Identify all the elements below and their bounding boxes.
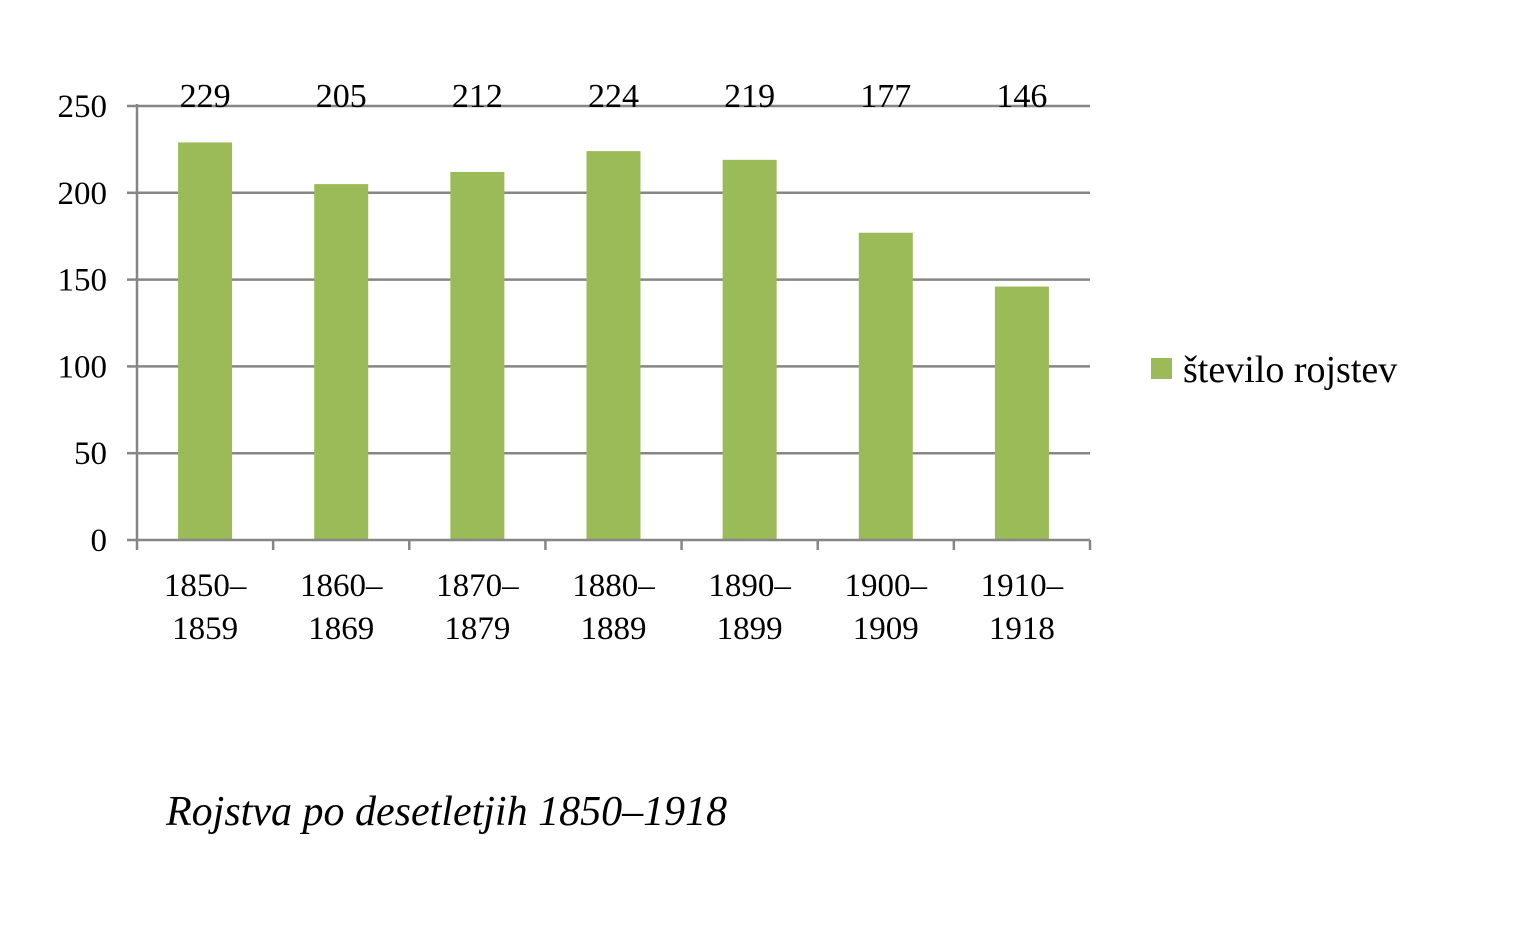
axes: [127, 104, 1092, 550]
bar: [450, 171, 505, 540]
chart-caption: Rojstva po desetletjih 1850–1918: [166, 789, 728, 835]
y-axis-tick-labels: 0 50 100 150 200 250: [58, 89, 108, 559]
data-label: 224: [588, 78, 639, 115]
x-tick-label: 1889: [581, 611, 647, 647]
x-tick-label: 1870–: [436, 568, 519, 604]
legend: število rojstev: [1151, 349, 1397, 391]
x-tick-label: 1860–: [300, 568, 383, 604]
legend-label: število rojstev: [1183, 349, 1397, 391]
data-label: 205: [316, 78, 367, 115]
x-tick-label: 1850–: [164, 568, 247, 604]
bar: [178, 142, 233, 540]
x-tick-label: 1879: [444, 611, 510, 647]
bar: [858, 232, 913, 540]
data-label: 219: [724, 78, 775, 115]
bars: [178, 142, 1049, 541]
bar: [314, 184, 369, 540]
data-label: 229: [180, 78, 231, 115]
x-tick-label: 1909: [853, 611, 919, 647]
y-tick-label: 200: [58, 176, 108, 212]
bar: [994, 286, 1049, 540]
x-tick-label: 1859: [172, 611, 238, 647]
x-axis-tick-labels: 1850– 1859 1860– 1869 1870– 1879 1880– 1889 1890…: [164, 568, 1064, 647]
x-tick-label: 1900–: [845, 568, 928, 604]
x-tick-label: 1899: [717, 611, 783, 647]
x-tick-label: 1910–: [981, 568, 1064, 604]
y-tick-label: 150: [58, 263, 108, 299]
x-tick-label: 1880–: [572, 568, 655, 604]
y-tick-label: 50: [74, 436, 107, 472]
bar: [586, 151, 641, 541]
y-tick-label: 100: [58, 349, 108, 385]
x-tick-label: 1890–: [708, 568, 791, 604]
y-tick-label: 0: [91, 523, 108, 559]
bar: [722, 159, 777, 541]
x-tick-label: 1918: [989, 611, 1055, 647]
x-tick-label: 1869: [308, 611, 374, 647]
legend-swatch: [1151, 358, 1172, 379]
y-tick-label: 250: [58, 89, 108, 125]
data-label: 146: [996, 78, 1047, 115]
data-label: 177: [860, 78, 911, 115]
data-labels: 229 205 212 224 219 177 146: [180, 78, 1048, 115]
data-label: 212: [452, 78, 503, 115]
